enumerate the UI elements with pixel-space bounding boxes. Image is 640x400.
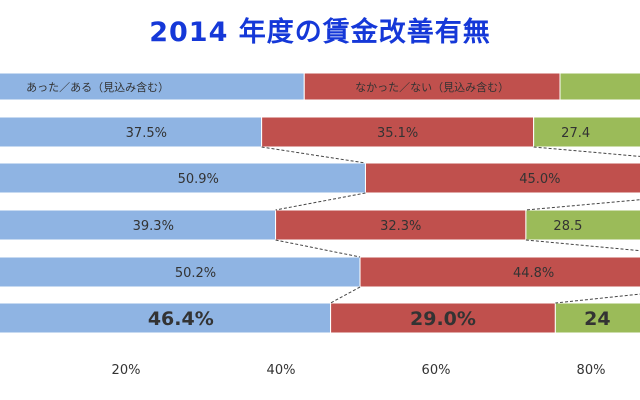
chart-title: 2014 年度の賃金改善有無 <box>149 17 491 48</box>
connector-1-row-2 <box>525 199 640 211</box>
connector-1-row-3 <box>525 239 640 252</box>
connector-1-row-4 <box>555 293 640 304</box>
connector-0-row-4 <box>330 286 361 304</box>
bar-0-row-2 <box>0 209 277 241</box>
data-label-1-row-4: 29.0% <box>410 308 476 330</box>
bar-0-row-3 <box>0 256 361 288</box>
legend-swatch-1 <box>303 72 561 101</box>
connector-0-row-3 <box>275 239 361 258</box>
x-tick-label-1: 40% <box>267 363 296 378</box>
bar-0-row-1 <box>0 162 366 194</box>
data-label-0-row-0: 37.5% <box>126 126 167 141</box>
data-label-0-row-4: 46.4% <box>148 308 214 330</box>
data-label-1-row-3: 44.8% <box>513 266 554 281</box>
data-label-1-row-1: 45.0% <box>519 172 560 187</box>
x-tick-label-3: 80% <box>577 363 606 378</box>
bar-1-row-1 <box>364 162 640 194</box>
data-label-0-row-2: 39.3% <box>133 219 174 234</box>
bar-1-row-0 <box>261 116 535 148</box>
data-label-0-row-3: 50.2% <box>175 266 216 281</box>
data-label-1-row-0: 35.1% <box>377 126 418 141</box>
bar-1-row-2 <box>275 209 527 241</box>
bar-0-row-0 <box>0 116 263 148</box>
bar-1-row-3 <box>359 256 640 288</box>
x-tick-label-0: 20% <box>112 363 141 378</box>
legend-label-1: なかった／ない（見込み含む） <box>355 80 509 94</box>
x-tick-label-2: 60% <box>422 363 451 378</box>
legend-swatch-0 <box>0 72 305 101</box>
bar-0-row-4 <box>0 302 332 334</box>
bar-2-row-2 <box>525 209 640 241</box>
data-label-0-row-1: 50.9% <box>178 172 219 187</box>
connector-1-row-1 <box>533 146 640 157</box>
connector-0-row-2 <box>275 192 366 211</box>
legend-swatch-2 <box>559 72 640 101</box>
data-label-2-row-4: 24 <box>584 308 610 330</box>
bar-2-row-4 <box>554 302 640 334</box>
legend-label-0: あった／ある（見込み含む） <box>26 80 169 94</box>
data-label-1-row-2: 32.3% <box>380 219 421 234</box>
data-label-2-row-2: 28.5 <box>553 219 582 234</box>
connector-0-row-1 <box>261 146 366 164</box>
data-label-2-row-0: 27.4 <box>561 126 590 141</box>
